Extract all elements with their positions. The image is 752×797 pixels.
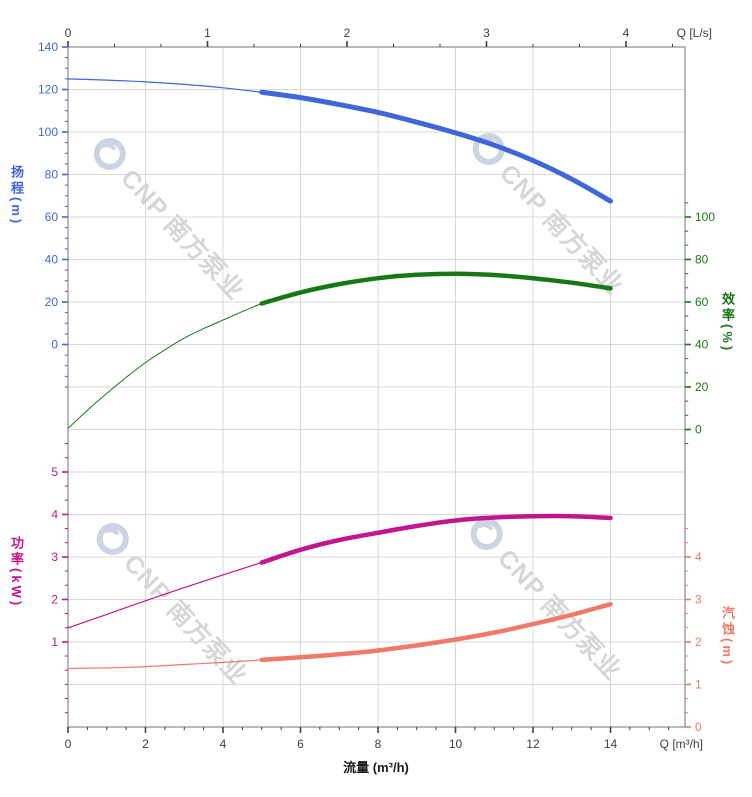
head-axis-title: 扬程(m) <box>9 165 24 227</box>
tick-label: 100 <box>695 210 715 224</box>
npsh-curve <box>259 601 613 663</box>
tick-label: 2 <box>695 635 702 649</box>
tick-label: 3 <box>483 26 490 40</box>
tick-label: 0 <box>695 423 702 437</box>
tick-label: 1 <box>695 678 702 692</box>
tick-label: 2 <box>344 26 351 40</box>
tick-label: 12 <box>526 737 540 751</box>
eff-axis: 100 80 60 40 20 0 <box>685 202 715 445</box>
tick-label: 80 <box>695 253 709 267</box>
power-curve <box>259 513 613 565</box>
tick-label: 120 <box>38 83 58 97</box>
head-curve <box>259 89 613 204</box>
efficiency-curve-thin <box>67 303 263 429</box>
gridlines <box>68 47 685 727</box>
tick-label: 140 <box>38 40 58 54</box>
tick-label: 2 <box>142 737 149 751</box>
tick-label: 0 <box>695 720 702 734</box>
tick-label: 60 <box>695 295 709 309</box>
efficiency-axis-title: 效率(%) <box>720 292 735 354</box>
tick-label: 20 <box>695 380 709 394</box>
tick-label: 40 <box>695 338 709 352</box>
tick-label: 40 <box>45 253 59 267</box>
tick-label: 4 <box>51 508 58 522</box>
tick-label: 4 <box>695 550 702 564</box>
tick-label: 10 <box>449 737 463 751</box>
npsh-axis: 4 3 2 1 0 <box>685 528 702 734</box>
tick-label: 100 <box>38 125 58 139</box>
axis-unit-label: Q [m³/h] <box>660 737 703 751</box>
flow-axis-title: 流量 (m³/h) <box>343 760 409 775</box>
npsh-axis-title: 汽蚀(m) <box>720 606 735 668</box>
head-curve-thin <box>67 78 263 93</box>
axis-unit-label: Q [L/s] <box>677 26 712 40</box>
tick-label: 4 <box>623 26 630 40</box>
tick-label: 8 <box>375 737 382 751</box>
npsh-curve-thin <box>67 659 263 669</box>
flow_top-axis: 0 1 2 3 4 Q [L/s] <box>65 26 712 47</box>
tick-label: 0 <box>51 338 58 352</box>
power-axis-title: 功率(kW) <box>9 536 24 609</box>
tick-label: 5 <box>51 465 58 479</box>
tick-label: 0 <box>65 26 72 40</box>
tick-label: 4 <box>220 737 227 751</box>
tick-label: 1 <box>204 26 211 40</box>
tick-label: 1 <box>51 635 58 649</box>
tick-label: 3 <box>51 550 58 564</box>
tick-label: 60 <box>45 210 59 224</box>
power-axis: 5 4 3 2 1 <box>51 443 68 714</box>
tick-label: 6 <box>297 737 304 751</box>
tick-label: 0 <box>65 737 72 751</box>
head-axis: 140 120 100 80 60 40 20 0 <box>38 40 68 388</box>
flow_bottom-axis: 0 2 4 6 8 10 12 14 Q [m³/h] <box>65 727 703 751</box>
tick-label: 2 <box>51 593 58 607</box>
power-curve-thin <box>67 561 263 629</box>
tick-label: 80 <box>45 168 59 182</box>
efficiency-curve <box>259 271 613 306</box>
tick-label: 20 <box>45 295 59 309</box>
tick-label: 14 <box>604 737 618 751</box>
tick-label: 3 <box>695 593 702 607</box>
